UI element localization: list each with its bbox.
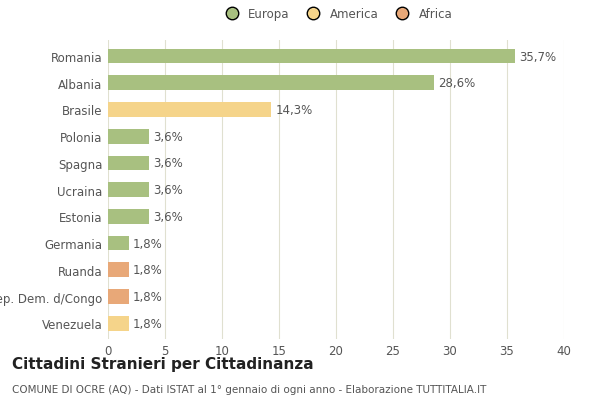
Text: 1,8%: 1,8% xyxy=(133,237,163,250)
Text: Cittadini Stranieri per Cittadinanza: Cittadini Stranieri per Cittadinanza xyxy=(12,356,314,371)
Bar xyxy=(108,76,434,91)
Text: 1,8%: 1,8% xyxy=(133,317,163,330)
Bar xyxy=(108,316,128,331)
Bar xyxy=(108,49,515,64)
Text: 3,6%: 3,6% xyxy=(154,157,184,170)
Bar xyxy=(108,290,128,304)
Text: 28,6%: 28,6% xyxy=(439,77,476,90)
Text: COMUNE DI OCRE (AQ) - Dati ISTAT al 1° gennaio di ogni anno - Elaborazione TUTTI: COMUNE DI OCRE (AQ) - Dati ISTAT al 1° g… xyxy=(12,384,487,394)
Bar xyxy=(108,263,128,277)
Bar xyxy=(108,236,128,251)
Text: 3,6%: 3,6% xyxy=(154,130,184,143)
Text: 1,8%: 1,8% xyxy=(133,290,163,303)
Text: 3,6%: 3,6% xyxy=(154,210,184,223)
Text: 14,3%: 14,3% xyxy=(275,104,313,117)
Legend: Europa, America, Africa: Europa, America, Africa xyxy=(220,8,452,21)
Bar xyxy=(108,183,149,198)
Text: 3,6%: 3,6% xyxy=(154,184,184,197)
Text: 1,8%: 1,8% xyxy=(133,264,163,276)
Bar xyxy=(108,156,149,171)
Bar xyxy=(108,103,271,117)
Bar xyxy=(108,130,149,144)
Text: 35,7%: 35,7% xyxy=(520,50,557,63)
Bar xyxy=(108,209,149,224)
